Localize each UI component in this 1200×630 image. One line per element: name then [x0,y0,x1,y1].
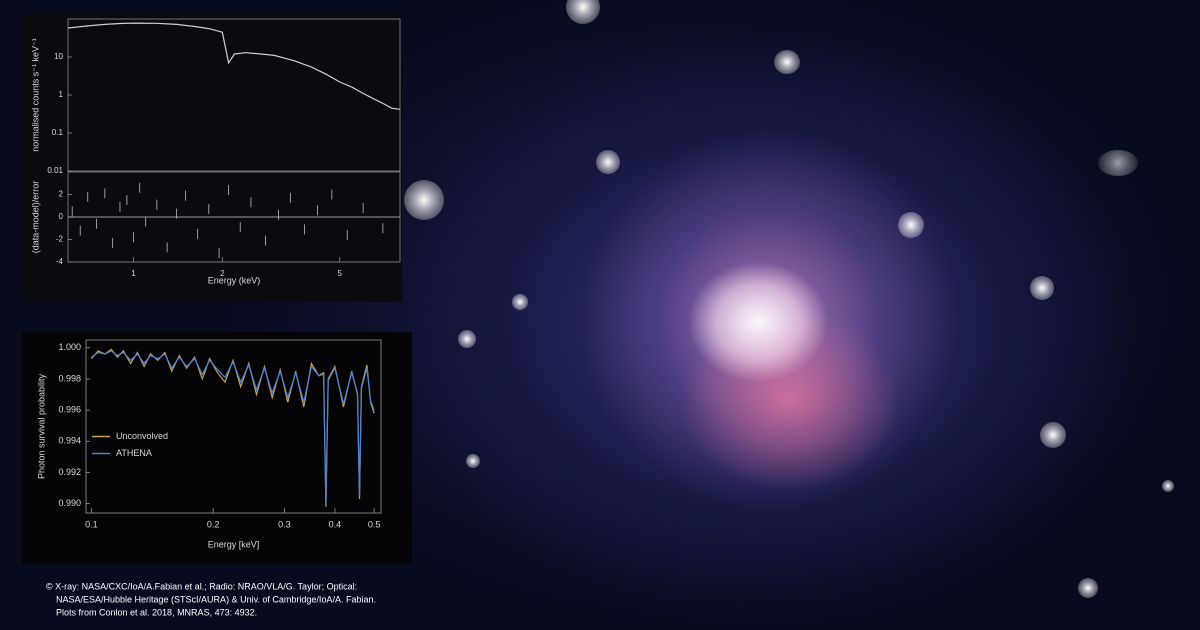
star [466,454,480,468]
data-line [67,22,401,110]
x-tick-label: 0.3 [278,519,291,529]
y-tick-label: 1 [59,90,64,99]
credit-line: Plots from Conlon et al. 2018, MNRAS, 47… [56,607,257,617]
credit-line: © X-ray: NASA/CXC/IoA/A.Fabian et al.; R… [46,581,357,591]
star [1162,480,1174,492]
plot-frame [85,339,382,514]
x-tick-label: 0.1 [85,519,98,529]
y-tick-label: 0.01 [47,166,63,175]
x-axis-label: Energy (keV) [208,275,261,285]
y-tick-label: 0 [59,212,64,221]
star [1078,578,1098,598]
star [1098,150,1138,176]
y-axis-label: (data-model)/error [30,181,40,254]
star [512,294,528,310]
y-axis-label: normalised counts s⁻¹ keV⁻¹ [30,38,40,152]
y-tick-label: 0.992 [58,467,81,477]
y-tick-label: 2 [59,190,64,199]
y-tick-label: 0.998 [58,373,81,383]
y-tick-label: 0.994 [58,436,81,446]
star [596,150,620,174]
data-line [91,350,375,504]
star [1030,276,1054,300]
star [458,330,476,348]
x-tick-label: 2 [220,269,225,278]
star [404,180,444,220]
legend-label: ATHENA [116,448,152,458]
x-tick-label: 0.2 [207,519,220,529]
x-tick-label: 0.5 [368,519,381,529]
y-tick-label: 0.1 [52,128,64,137]
y-tick-label: -4 [56,257,64,266]
y-tick-label: 1.000 [58,342,81,352]
y-tick-label: 0.990 [58,498,81,508]
spectrum-panel [22,14,402,302]
x-tick-label: 5 [338,269,343,278]
y-tick-label: 0.996 [58,405,81,415]
y-tick-label: -2 [56,235,64,244]
star [774,50,800,74]
x-axis-label: Energy [keV] [208,539,260,549]
star [898,212,924,238]
y-tick-label: 10 [54,52,63,61]
credit-line: NASA/ESA/Hubble Heritage (STScI/AURA) & … [56,594,376,604]
x-tick-label: 0.4 [329,519,342,529]
legend-label: Unconvolved [116,431,168,441]
plot-frame [67,18,401,172]
x-tick-label: 1 [131,269,136,278]
y-axis-label: Photon survival probability [36,373,46,479]
star [1040,422,1066,448]
